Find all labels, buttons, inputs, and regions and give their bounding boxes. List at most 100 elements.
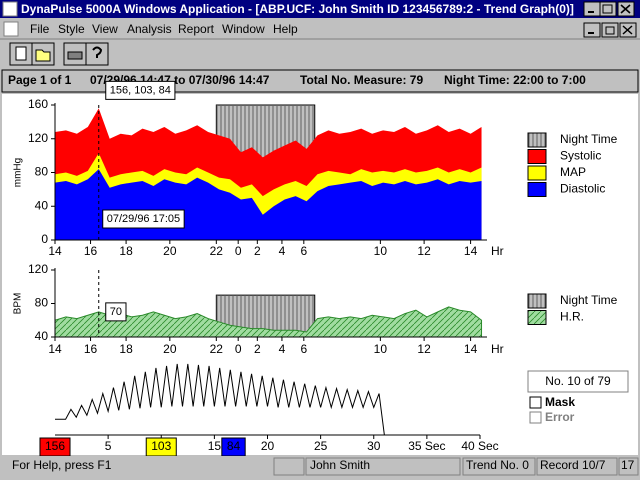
legend-label: Diastolic	[560, 182, 605, 196]
area-hatch	[55, 306, 482, 337]
title-bar	[0, 0, 640, 18]
error-label: Error	[545, 410, 575, 424]
x-tick-label: 20	[261, 439, 275, 453]
y-axis-label: mmHg	[13, 158, 24, 187]
x-tick-label: 6	[300, 244, 307, 258]
y-tick-label: 120	[28, 131, 48, 145]
menu-item[interactable]: Analysis	[127, 22, 172, 36]
x-tick-label: 20	[163, 244, 177, 258]
x-tick-label: 22	[210, 342, 224, 356]
y-tick-label: 40	[35, 198, 49, 212]
y-tick-label: 120	[28, 262, 48, 276]
status-record: Record 10/7	[540, 458, 606, 472]
total-measures: Total No. Measure: 79	[300, 73, 423, 87]
status-trend: Trend No. 0	[466, 458, 529, 472]
annotation: 70	[110, 306, 122, 318]
menu-item[interactable]: File	[30, 22, 50, 36]
y-tick-label: 80	[35, 165, 49, 179]
child-restore[interactable]	[601, 22, 619, 38]
record-box	[527, 370, 629, 393]
child-buttons[interactable]	[583, 22, 637, 38]
page-info: Page 1 of 1	[8, 73, 72, 87]
menu-item[interactable]: Help	[273, 22, 298, 36]
x-tick-label: 2	[254, 342, 261, 356]
y-tick-label: 160	[28, 97, 48, 111]
x-axis-label: Hr	[491, 342, 504, 356]
x-tick-label: 14	[48, 342, 62, 356]
x-tick-label: 16	[84, 244, 98, 258]
x-tick-label: 0	[235, 244, 242, 258]
x-tick-label: 30	[367, 439, 381, 453]
child-minimize[interactable]	[583, 22, 601, 38]
error-checkbox	[529, 411, 542, 424]
x-tick-label: 4	[279, 342, 286, 356]
menu-item[interactable]: Style	[58, 22, 85, 36]
x-tick-label: 4	[279, 244, 286, 258]
annotation: 156, 103, 84	[110, 84, 171, 96]
legend-label: MAP	[560, 165, 586, 179]
menu-item[interactable]: View	[92, 22, 118, 36]
x-tick-label: 5	[105, 439, 112, 453]
y-tick-label: 40	[35, 329, 49, 343]
x-tick-label: 12	[417, 244, 431, 258]
record-number: No. 10 of 79	[545, 374, 611, 388]
legend-swatch	[527, 165, 547, 181]
night-time-info: Night Time: 22:00 to 7:00	[444, 73, 586, 87]
x-tick-label: 16	[84, 342, 98, 356]
y-tick-label: 0	[41, 232, 48, 246]
x-tick-label: 0	[235, 342, 242, 356]
annotation: 07/29/96 17:05	[107, 213, 180, 225]
x-tick-label: 6	[300, 342, 307, 356]
doc-icon	[3, 21, 19, 37]
window-buttons[interactable]	[583, 1, 635, 17]
status-bar: For Help, press F1 John Smith Trend No. …	[0, 456, 640, 480]
marker-label: 84	[227, 439, 241, 453]
status-extra: 17	[621, 458, 635, 472]
legend-swatch	[527, 149, 547, 164]
minimize-button[interactable]	[583, 1, 601, 17]
marker-label: 103	[151, 439, 171, 453]
x-tick-label: 14	[464, 342, 478, 356]
menu-items: File Style View Analysis Report Window Help	[30, 22, 298, 36]
x-tick-label: 10	[374, 342, 388, 356]
legend-hatch	[527, 310, 547, 325]
x-tick-label: 18	[119, 342, 133, 356]
options-panel	[528, 394, 636, 428]
annotation-box	[105, 80, 176, 100]
y-axis-label: BPM	[13, 293, 24, 315]
x-tick-label: 12	[417, 342, 431, 356]
window-title: DynaPulse 5000A Windows Application - [A…	[21, 2, 574, 16]
legend-label: Night Time	[560, 132, 618, 146]
x-tick-label: 22	[210, 244, 224, 258]
app-icon	[2, 1, 18, 17]
x-tick-label: 18	[119, 244, 133, 258]
maximize-button[interactable]	[599, 1, 617, 17]
annotation-box	[105, 302, 127, 322]
x-tick-label: 35 Sec	[408, 439, 445, 453]
status-help: For Help, press F1	[12, 458, 112, 472]
legend-hatch	[527, 293, 547, 309]
x-tick-label: 25	[314, 439, 328, 453]
mask-label[interactable]: Mask	[545, 395, 575, 409]
menu-bar	[0, 19, 640, 39]
x-tick-label: 2	[254, 244, 261, 258]
marker-label: 156	[45, 439, 65, 453]
pulse-waveform	[55, 363, 385, 436]
x-tick-label: 15	[208, 439, 222, 453]
y-tick-label: 80	[35, 296, 49, 310]
x-tick-label: 14	[48, 244, 62, 258]
x-axis-label: Hr	[491, 244, 504, 258]
x-tick-label: 40 Sec	[461, 439, 498, 453]
mask-checkbox[interactable]	[529, 396, 542, 409]
x-tick-label: 10	[374, 244, 388, 258]
toolbar	[9, 42, 109, 66]
legend-label: Night Time	[560, 293, 618, 307]
menu-item[interactable]: Window	[222, 22, 265, 36]
x-tick-label: 14	[464, 244, 478, 258]
legend-label: H.R.	[560, 310, 584, 324]
status-name: John Smith	[310, 458, 370, 472]
x-tick-label: 20	[163, 342, 177, 356]
menu-item[interactable]: Report	[178, 22, 215, 36]
